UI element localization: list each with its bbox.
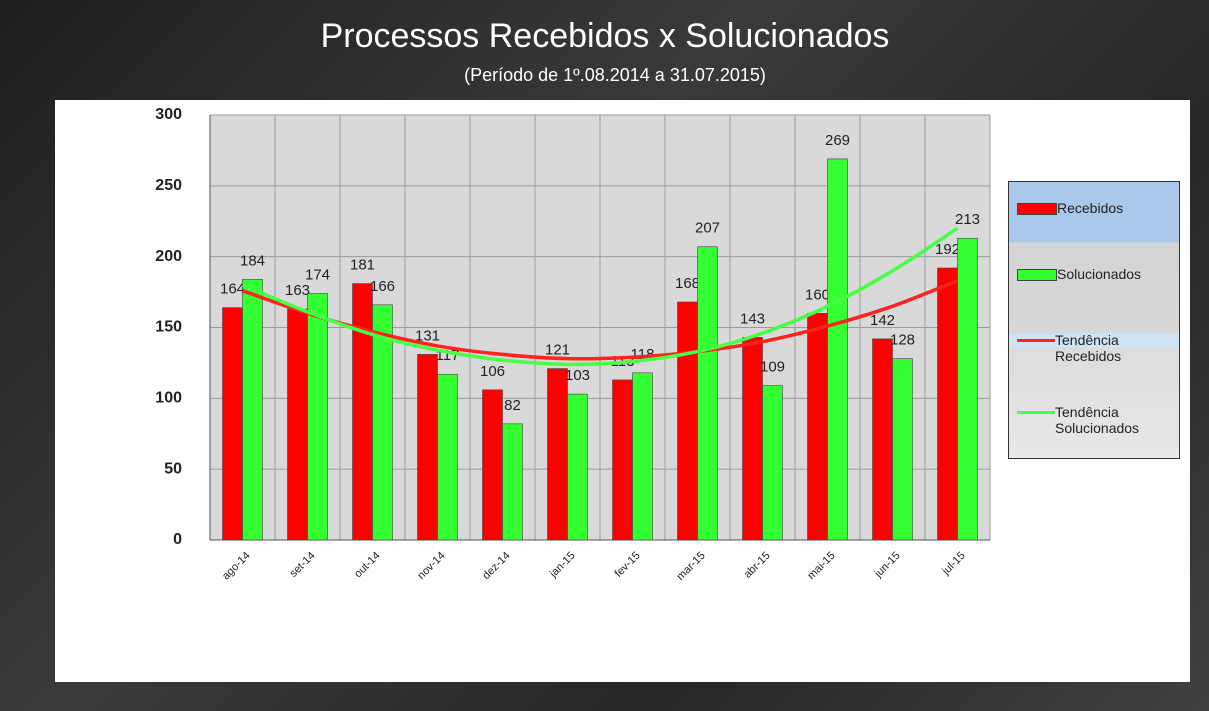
- bar: [307, 293, 328, 541]
- data-label: 181: [350, 257, 375, 274]
- legend-item: Tendência Recebidos: [1017, 332, 1179, 364]
- bar: [677, 301, 698, 541]
- data-label: 168: [675, 275, 700, 292]
- legend-label: Tendência Recebidos: [1055, 332, 1122, 364]
- data-label: 192: [935, 241, 960, 258]
- legend-item: Solucionados: [1017, 266, 1179, 282]
- trend-line: [241, 226, 959, 367]
- bar: [437, 373, 458, 541]
- data-label: 163: [285, 282, 310, 299]
- y-tick-label: 150: [155, 319, 182, 336]
- chart-subtitle: (Período de 1º.08.2014 a 31.07.2015): [464, 65, 766, 85]
- legend-swatch: [1017, 411, 1055, 414]
- legend-swatch: [1017, 339, 1055, 342]
- bar: [482, 389, 503, 541]
- data-label: 106: [480, 363, 505, 380]
- bar: [892, 358, 913, 541]
- legend-item: Tendência Solucionados: [1017, 404, 1179, 436]
- y-tick-label: 250: [155, 177, 182, 194]
- bar: [632, 372, 653, 541]
- bar: [567, 393, 588, 541]
- data-label: 207: [695, 220, 720, 237]
- bar: [242, 279, 263, 541]
- bar: [287, 308, 308, 541]
- data-label: 142: [870, 312, 895, 329]
- data-label: 128: [890, 332, 915, 349]
- bar: [697, 246, 718, 541]
- data-label: 131: [415, 327, 440, 344]
- y-tick-label: 0: [173, 531, 182, 548]
- data-label: 174: [305, 266, 330, 283]
- data-label: 121: [545, 342, 570, 359]
- legend-item: Recebidos: [1017, 200, 1179, 216]
- data-label: 103: [565, 367, 590, 384]
- legend-swatch: [1017, 269, 1057, 281]
- bar: [352, 283, 373, 541]
- data-label: 166: [370, 278, 395, 295]
- legend: Recebidos Solucionados Tendência Recebidos…: [1008, 181, 1180, 459]
- data-label: 143: [740, 310, 765, 327]
- legend-label: Solucionados: [1057, 266, 1142, 282]
- trend-line: [241, 279, 959, 361]
- bar: [222, 307, 243, 541]
- bar: [372, 304, 393, 541]
- bar: [872, 338, 893, 541]
- y-tick-label: 100: [155, 390, 182, 407]
- data-label: 164: [220, 281, 245, 298]
- data-label: 160: [805, 286, 830, 303]
- bar: [502, 423, 523, 541]
- data-label: 213: [955, 211, 980, 228]
- legend-swatch: [1017, 203, 1057, 215]
- bar: [937, 267, 958, 541]
- y-tick-label: 300: [155, 106, 182, 123]
- legend-label: Tendência Solucionados: [1055, 404, 1140, 436]
- chart-title: Processos Recebidos x Solucionados: [321, 17, 890, 55]
- bar: [612, 379, 633, 541]
- bar: [547, 368, 568, 541]
- y-tick-label: 200: [155, 248, 182, 265]
- data-label: 82: [504, 397, 521, 414]
- legend-label: Recebidos: [1057, 200, 1124, 216]
- bar: [957, 237, 978, 541]
- bar: [762, 385, 783, 541]
- data-label: 109: [760, 359, 785, 376]
- bar: [417, 354, 438, 541]
- bar: [807, 313, 828, 541]
- data-label: 184: [240, 252, 265, 269]
- bar: [827, 158, 848, 541]
- data-label: 269: [825, 132, 850, 149]
- y-tick-label: 50: [164, 460, 182, 477]
